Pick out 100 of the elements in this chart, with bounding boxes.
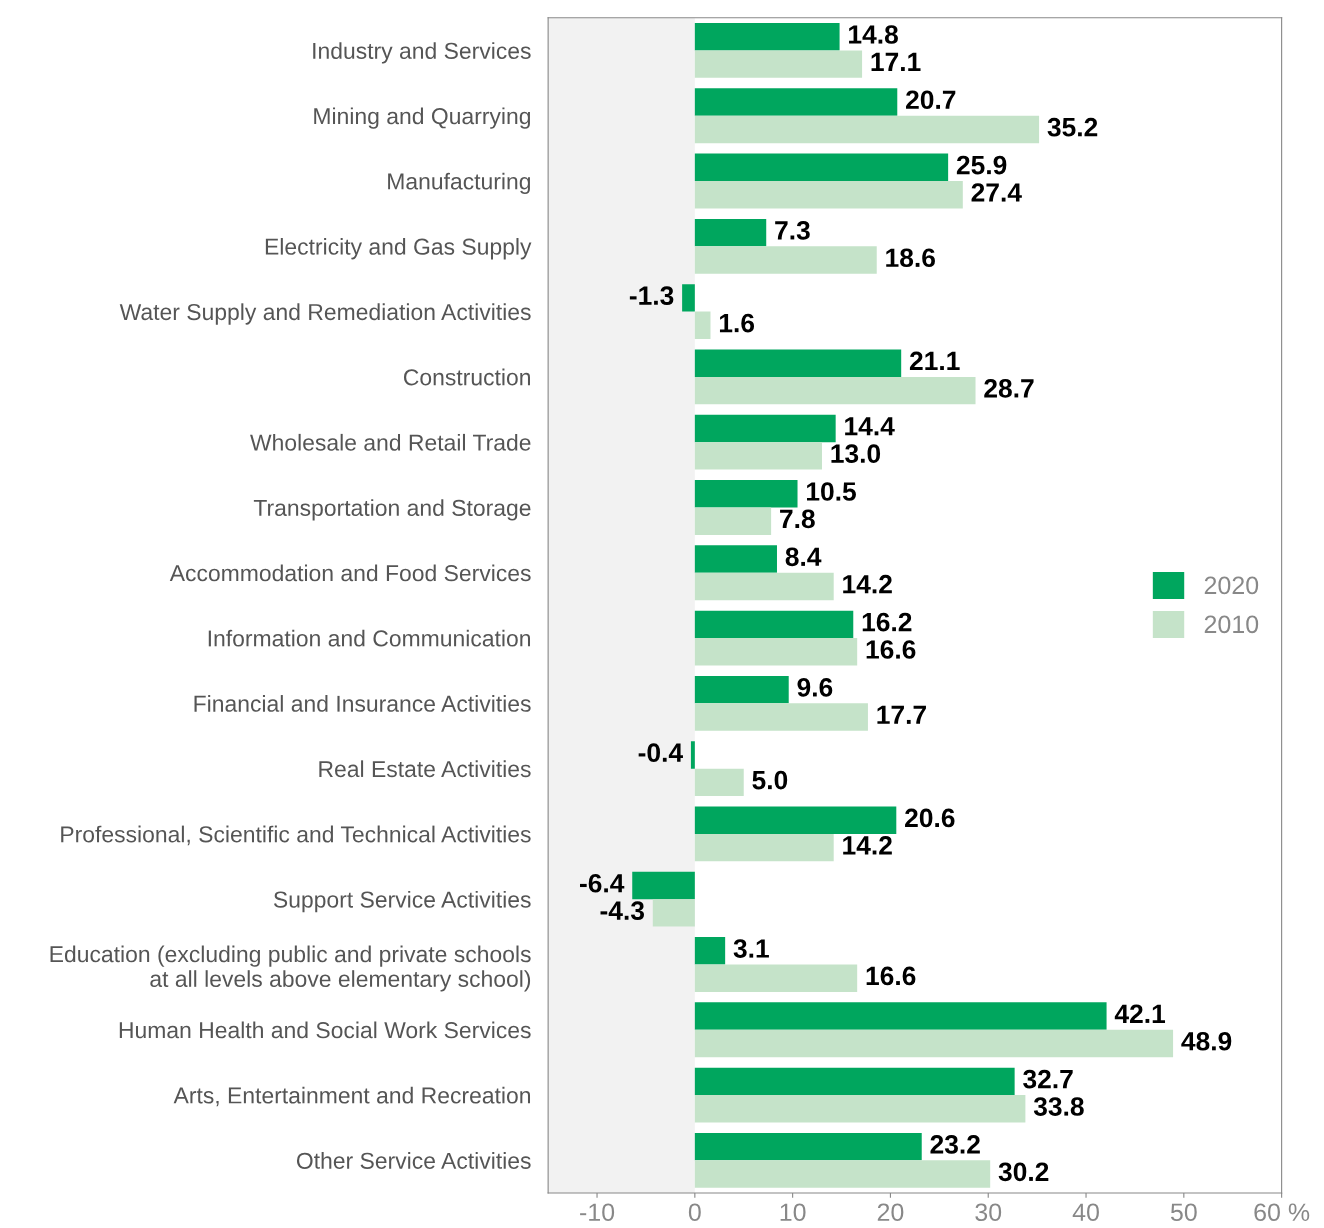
bar	[694, 638, 858, 666]
y-tick-label: Accommodation and Food Services	[169, 564, 531, 582]
data-label: 1.6	[719, 313, 755, 333]
data-label: 33.8	[1033, 1097, 1084, 1116]
bar	[694, 218, 767, 247]
y-tick-label: Human Health and Social Work Services	[119, 1021, 531, 1039]
data-label: 32.7	[1023, 1069, 1073, 1089]
bar	[694, 181, 963, 209]
bar	[694, 964, 858, 992]
data-label: 9.6	[797, 678, 833, 697]
x-tick-label: 10	[780, 1203, 806, 1222]
bar	[694, 675, 789, 704]
bar	[694, 833, 834, 862]
bar	[694, 545, 777, 573]
bar	[694, 768, 744, 797]
bar	[694, 1160, 991, 1188]
x-tick-label: 0	[688, 1203, 701, 1222]
data-label: 28.7	[984, 379, 1034, 398]
y-tick-label: Real Estate Activities	[319, 760, 531, 778]
data-label: 16.6	[866, 640, 916, 659]
data-label: 14.8	[849, 25, 898, 44]
bar	[694, 376, 976, 405]
bar	[694, 442, 822, 470]
bar	[694, 1132, 922, 1161]
bar	[694, 610, 854, 639]
y-tick-label: Professional, Scientific and Technical Activities	[61, 825, 531, 846]
data-label: 20.6	[905, 808, 955, 828]
data-label: 17.1	[871, 52, 921, 71]
legend-label: 2020	[1204, 576, 1259, 595]
bar	[694, 1095, 1026, 1123]
data-label: -4.3	[600, 901, 645, 921]
data-label: 25.9	[956, 155, 1007, 175]
bar	[694, 1002, 1107, 1030]
y-tick-label: Support Service Activities	[273, 890, 531, 913]
y-tick-label: Mining and Quarrying	[314, 107, 531, 129]
bar	[682, 284, 695, 312]
data-label: 14.4	[845, 417, 895, 436]
data-label: 3.1	[733, 939, 769, 958]
bar	[694, 1029, 1174, 1058]
x-tick-label: 50	[1170, 1203, 1197, 1222]
x-tick-label: 30	[975, 1203, 1002, 1222]
y-tick-label: Manufacturing	[388, 172, 530, 195]
data-label: 17.7	[877, 705, 926, 724]
data-label: 18.6	[886, 248, 935, 268]
data-label: 14.2	[843, 836, 892, 855]
data-label: -0.4	[638, 743, 683, 762]
data-label: 14.2	[843, 574, 892, 594]
bar	[694, 414, 836, 443]
data-label: -1.3	[629, 286, 674, 306]
y-tick-label: Other Service Activities	[296, 1152, 531, 1169]
data-label: 35.2	[1047, 117, 1098, 137]
y-tick-label: Electricity and Gas Supply	[265, 238, 532, 260]
bar	[694, 115, 1040, 144]
data-label: 27.4	[971, 183, 1022, 202]
y-tick-label: Transportation and Storage	[253, 499, 531, 521]
y-tick-label: Education (excluding public and private schools at all levels above elementary school)	[50, 945, 531, 992]
data-label: 48.9	[1181, 1031, 1232, 1051]
bar	[694, 349, 902, 377]
x-tick-label: 40	[1072, 1203, 1099, 1222]
bar	[652, 899, 695, 927]
data-label: 5.0	[752, 770, 788, 790]
bar	[694, 50, 863, 78]
data-label: 16.6	[866, 966, 916, 986]
bar	[694, 806, 897, 834]
bar	[694, 23, 840, 51]
data-label: 20.7	[906, 90, 956, 110]
x-tick-label: -10	[580, 1203, 615, 1222]
bar	[694, 88, 898, 116]
y-tick-label: Wholesale and Retail Trade	[250, 433, 531, 451]
bar	[694, 937, 726, 965]
x-tick-label: 60 %	[1254, 1203, 1310, 1222]
y-tick-label: Water Supply and Remediation Activities	[119, 303, 531, 325]
data-label: 30.2	[998, 1162, 1049, 1182]
y-tick-label: Arts, Entertainment and Recreation	[173, 1086, 531, 1107]
x-tick-label: 20	[877, 1203, 904, 1222]
y-tick-label: Construction	[403, 368, 530, 386]
data-label: 10.5	[807, 482, 856, 501]
data-label: -6.4	[579, 873, 625, 893]
data-label: 21.1	[909, 351, 960, 371]
bar	[694, 153, 949, 182]
bar	[690, 741, 695, 769]
bar	[694, 572, 834, 601]
data-label: 16.2	[862, 612, 912, 632]
data-label: 8.4	[785, 547, 822, 567]
bar	[694, 507, 772, 535]
bar	[694, 246, 877, 274]
data-label: 7.3	[775, 221, 810, 240]
legend-label: 2010	[1204, 615, 1259, 634]
data-label: 13.0	[831, 444, 881, 464]
bar	[694, 1067, 1015, 1096]
data-label: 23.2	[930, 1135, 980, 1154]
data-label: 7.8	[780, 509, 815, 529]
bar	[632, 871, 695, 900]
bar	[694, 480, 798, 508]
bar	[694, 703, 868, 731]
y-tick-label: Financial and Insurance Activities	[194, 695, 531, 712]
y-tick-label: Industry and Services	[313, 42, 531, 64]
data-label: 42.1	[1114, 1004, 1166, 1023]
y-tick-label: Information and Communication	[208, 629, 531, 647]
bar	[694, 311, 711, 340]
